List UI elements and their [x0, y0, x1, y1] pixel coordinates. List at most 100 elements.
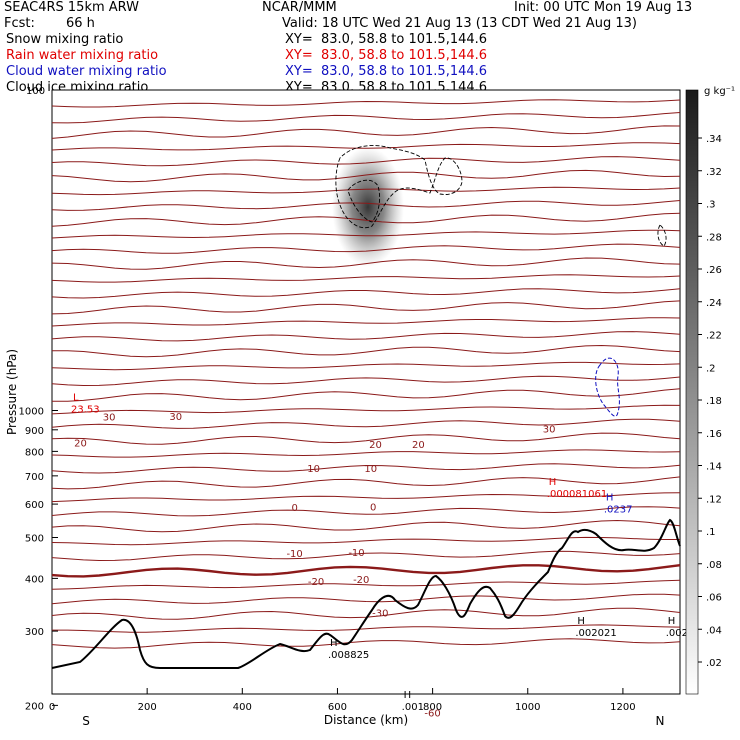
isotherm-label: 0: [370, 502, 376, 513]
y-tick-label: 700: [25, 472, 44, 483]
isotherm-label: 20: [412, 440, 425, 451]
cloudwater-contour: [595, 357, 620, 417]
extremum-mark: H: [330, 638, 338, 649]
isotherm-label: 20: [369, 440, 382, 451]
x-axis-label: Distance (km): [324, 713, 408, 727]
freezing-level-line: [51, 564, 681, 578]
field-cloudwater-xy: XY= 83.0, 58.8 to 101.5,144.6: [285, 64, 488, 79]
x-tick-label: 200: [138, 702, 157, 713]
colorbar-tick-label: .06: [706, 593, 722, 604]
isotherm-line: [51, 243, 681, 254]
init-time: Init: 00 UTC Mon 19 Aug 13: [514, 0, 693, 15]
y-tick-label: 300: [25, 627, 44, 638]
snow-contour-inner: [347, 179, 381, 223]
isotherm-label: -10: [286, 549, 302, 560]
colorbar-tick-label: .14: [706, 462, 722, 473]
isotherm-line: [51, 506, 681, 517]
terrain-line: [51, 518, 681, 669]
isotherm-line: [51, 125, 681, 139]
forecast-label: Fcst:: [4, 16, 35, 31]
x-tick-label: 600: [328, 702, 347, 713]
field-snow-xy: XY= 83.0, 58.8 to 101.5,144.6: [285, 32, 488, 47]
isotherm-line: [51, 492, 681, 503]
endpoint-right-label: N: [656, 714, 665, 728]
extremum-mark: H: [404, 690, 412, 701]
extremum-mark: H: [668, 616, 676, 627]
colorbar-tick-label: .08: [706, 560, 722, 571]
isotherm-line: [51, 418, 681, 429]
isotherm-line: [51, 375, 681, 387]
snow-contour-lines: [335, 145, 463, 229]
colorbar-tick-label: .3: [706, 200, 716, 211]
model-title: SEAC4RS 15km ARW: [4, 0, 140, 15]
y-tick-label: 1000: [19, 407, 44, 418]
isotherm-line: [51, 476, 681, 490]
colorbar-tick-label: .22: [706, 331, 722, 342]
isotherm-line: [51, 550, 681, 562]
y-tick-label: 400: [25, 574, 44, 585]
isotherm-label: 30: [103, 413, 116, 424]
cloudwater-contour-lines: [595, 357, 620, 417]
y-tick-label: 800: [25, 447, 44, 458]
isotherm-line: [51, 142, 681, 151]
colorbar-ticks: .02 .04 .06 .08 .1 .12 .14 .16 .18 .2 .22 .24 .26 .28…: [698, 134, 722, 669]
extremum-value: .002021: [575, 628, 616, 639]
colorbar-tick-label: .32: [706, 167, 722, 178]
extremum-value: .0237: [604, 504, 633, 515]
extremum-mark: H: [606, 492, 614, 503]
isotherm-label: 30: [169, 412, 182, 423]
isotherm-label: 20: [74, 438, 87, 449]
colorbar-tick-label: .04: [706, 625, 722, 636]
colorbar-tick-label: .24: [706, 298, 722, 309]
colorbar-tick-label: .1: [706, 527, 716, 538]
valid-time: Valid: 18 UTC Wed 21 Aug 13 (13 CDT Wed …: [282, 16, 637, 31]
x-tick-label: 1000: [515, 702, 540, 713]
endpoint-left-label: S: [82, 714, 90, 728]
colorbar-tick-label: .12: [706, 494, 722, 505]
isotherm-line: [51, 638, 681, 649]
colorbar-tick-label: .02: [706, 658, 722, 669]
field-snow-name: Snow mixing ratio: [6, 32, 124, 47]
colorbar: [685, 89, 699, 695]
isotherm-label: 10: [307, 464, 320, 475]
isotherm-label: -60: [424, 709, 440, 720]
x-tick-label: 0: [49, 702, 55, 713]
isotherm-line: [51, 169, 681, 183]
isotherm-label: 0: [291, 503, 297, 514]
isotherm-line: [51, 212, 681, 227]
extremum-value: .000081061: [547, 489, 607, 500]
isotherm-label: -20: [353, 575, 369, 586]
isotherm-label: -30: [372, 608, 388, 619]
y-axis-ticks: 200 300 400 500 600 700 800 900 1000: [19, 407, 58, 712]
isotherm-line: [51, 463, 681, 474]
isotherm-line: [51, 593, 681, 605]
forecast-hours: 66 h: [66, 16, 95, 31]
isotherm-line: [51, 229, 681, 239]
isotherm-line: [51, 388, 681, 402]
isotherm-label: 10: [364, 464, 377, 475]
isotherm-line: [51, 300, 681, 315]
colorbar-tick-label: .28: [706, 232, 722, 243]
isotherm-line: [51, 156, 681, 167]
isotherm-line: [51, 344, 681, 358]
extremum-mark: L: [73, 393, 79, 404]
isotherm-label: -10: [348, 548, 364, 559]
extremum-value: .008825: [328, 650, 369, 661]
y-tick-label: 900: [25, 426, 44, 437]
isotherm-line: [51, 112, 681, 124]
isotherm-line: [51, 536, 680, 546]
x-tick-label: 1200: [610, 702, 635, 713]
isotherm-line: [51, 404, 681, 415]
colorbar-tick-label: .2: [706, 363, 716, 374]
field-cloudwater-name: Cloud water mixing ratio: [6, 64, 167, 79]
isotherm-line: [51, 257, 681, 270]
extremum-value: 23.53: [71, 405, 100, 416]
isotherm-line: [51, 579, 681, 590]
colorbar-tick-label: .18: [706, 396, 722, 407]
isotherm-line: [51, 519, 681, 533]
x-tick-label: 800: [423, 702, 442, 713]
isotherm-line: [51, 317, 681, 327]
field-rain-xy: XY= 83.0, 58.8 to 101.5,144.6: [285, 48, 488, 63]
